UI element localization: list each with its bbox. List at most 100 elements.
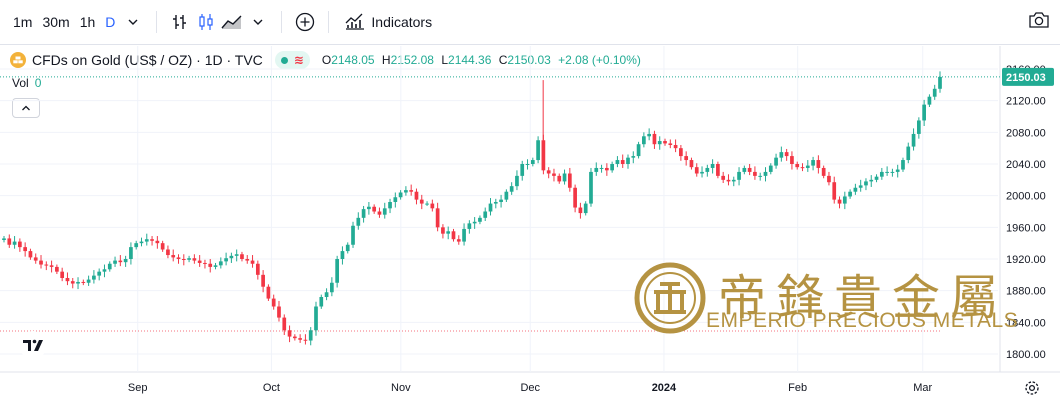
- candle: [70, 278, 75, 289]
- camera-icon[interactable]: [1028, 10, 1050, 35]
- candle: [938, 71, 942, 93]
- volume-value: 0: [34, 76, 42, 90]
- candle: [721, 171, 726, 183]
- candle: [890, 168, 895, 177]
- candle: [758, 172, 763, 181]
- candle-style-icon[interactable]: [193, 9, 219, 35]
- candle: [684, 151, 689, 166]
- chevron-down-icon[interactable]: [120, 9, 146, 35]
- candle: [901, 157, 905, 172]
- symbol-title[interactable]: CFDs on Gold (US$ / OZ) · 1D · TVC: [32, 52, 263, 68]
- candle-body: [763, 171, 768, 176]
- candle: [631, 151, 636, 164]
- interval-1m-button[interactable]: 1m: [13, 14, 33, 30]
- candle: [123, 255, 128, 267]
- candle-body: [726, 179, 731, 182]
- candle: [467, 220, 472, 234]
- candle: [753, 166, 757, 180]
- candle-body: [181, 259, 186, 260]
- settings-icon[interactable]: [1024, 380, 1040, 401]
- legend-collapse-button[interactable]: [12, 98, 40, 118]
- candle-body: [160, 243, 165, 250]
- candle: [208, 259, 213, 273]
- candle: [911, 128, 916, 151]
- candle-body: [245, 259, 250, 261]
- candle-body: [76, 281, 80, 284]
- candle-body: [874, 176, 879, 180]
- collapse-chevron-icon: [21, 99, 31, 117]
- candle: [377, 207, 382, 218]
- candle-body: [599, 167, 604, 169]
- y-tick-label: 2080.00: [1006, 127, 1046, 139]
- market-status-badge[interactable]: ≋: [274, 51, 310, 69]
- candle-body: [567, 173, 572, 188]
- candle: [520, 160, 525, 181]
- candle: [774, 153, 778, 169]
- interval-d-button[interactable]: D: [105, 14, 116, 30]
- candle: [92, 270, 96, 284]
- candle-body: [240, 254, 244, 259]
- toolbar-divider: [281, 11, 283, 33]
- candle: [324, 288, 329, 301]
- tradingview-logo-icon[interactable]: [19, 331, 47, 364]
- bar-style-icon[interactable]: [167, 9, 193, 35]
- candle: [144, 233, 149, 246]
- candle: [171, 249, 176, 262]
- candle-body: [827, 175, 831, 183]
- candle: [203, 259, 207, 269]
- candle-body: [768, 165, 773, 172]
- candle: [282, 314, 287, 335]
- candle: [414, 188, 419, 205]
- candle: [345, 242, 350, 254]
- candle: [541, 134, 546, 175]
- candle-body: [562, 173, 567, 182]
- candle: [197, 255, 202, 267]
- candle: [546, 167, 551, 179]
- candle-body: [515, 175, 519, 187]
- candle: [255, 260, 260, 280]
- candle-body: [118, 260, 123, 263]
- candle: [409, 184, 414, 196]
- toolbar-divider: [328, 11, 330, 33]
- candle: [525, 159, 530, 170]
- candle-body: [673, 145, 678, 149]
- interval-1h-button[interactable]: 1h: [79, 14, 96, 30]
- close-value: 2150.03: [507, 53, 551, 67]
- candle: [218, 257, 223, 269]
- candle: [483, 207, 488, 221]
- candle: [652, 130, 657, 149]
- candle: [557, 173, 562, 184]
- candle-body: [642, 136, 646, 145]
- candle: [562, 169, 567, 185]
- area-style-icon[interactable]: [219, 9, 245, 35]
- candle: [160, 240, 165, 252]
- candle: [636, 141, 641, 159]
- candle-body: [44, 264, 49, 266]
- candle: [139, 237, 144, 247]
- candle: [271, 294, 276, 310]
- candle-body: [811, 160, 815, 166]
- interval-30m-button[interactable]: 30m: [42, 14, 70, 30]
- candle-body: [39, 260, 43, 265]
- chevron-down-icon[interactable]: [245, 9, 271, 35]
- candle-body: [679, 148, 683, 157]
- candle: [573, 184, 577, 213]
- candle-body: [49, 265, 54, 267]
- indicators-button[interactable]: Indicators: [339, 8, 438, 37]
- candle-body: [657, 141, 662, 145]
- plus-circle-icon[interactable]: [292, 9, 318, 35]
- candle: [885, 166, 889, 176]
- candle: [250, 255, 255, 268]
- candle-body: [12, 241, 17, 245]
- candle-body: [255, 263, 260, 275]
- candle-body: [478, 217, 482, 222]
- candle-body: [446, 231, 451, 234]
- candle: [864, 178, 868, 191]
- candle-body: [731, 179, 736, 182]
- candle-body: [620, 160, 625, 164]
- candle: [356, 212, 361, 230]
- candle: [462, 223, 466, 246]
- candle: [134, 240, 139, 250]
- market-open-dot-icon: [280, 56, 288, 64]
- candle-body: [536, 140, 540, 161]
